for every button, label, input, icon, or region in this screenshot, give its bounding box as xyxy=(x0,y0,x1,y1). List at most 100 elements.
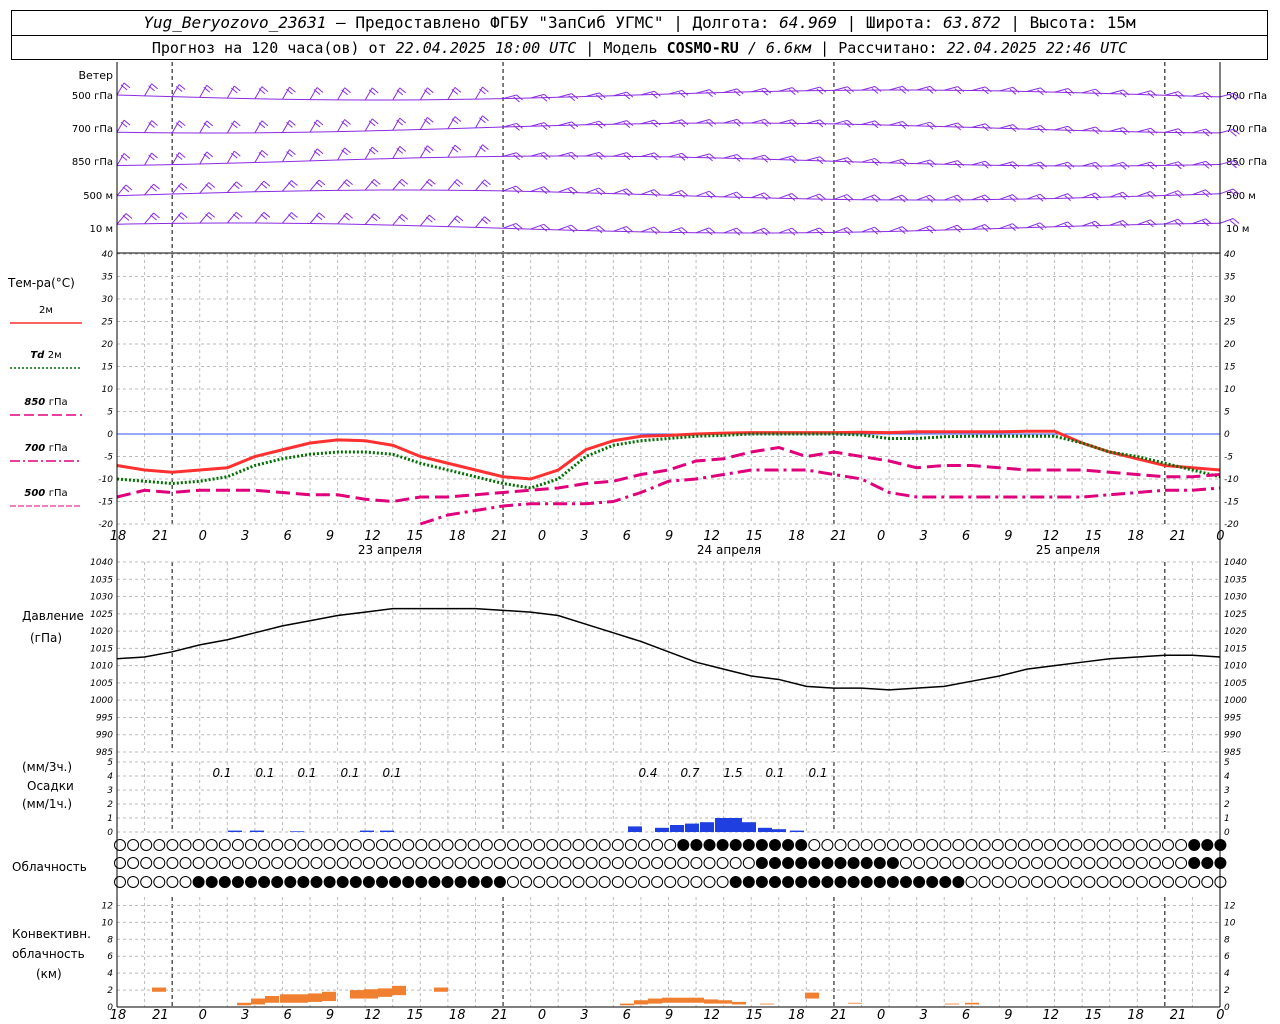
wind-barb-feather xyxy=(543,186,551,193)
wind-barb xyxy=(999,124,1014,129)
wind-barb xyxy=(751,192,765,199)
alt-label: Высота: xyxy=(1029,13,1098,32)
wind-barb xyxy=(419,117,428,130)
wind-barb xyxy=(695,119,710,124)
cloud-cover-symbol xyxy=(389,839,402,851)
cloud-cover-symbol xyxy=(441,857,454,869)
wind-barb xyxy=(1192,91,1207,97)
wind-barb-feather xyxy=(206,120,214,127)
wind-barb-feather xyxy=(424,119,431,125)
cloud-cover-symbol xyxy=(769,839,781,851)
cloud-cover-symbol xyxy=(624,857,637,869)
axes-and-labels: 1818212100336699121215151818212100336699… xyxy=(110,62,1225,1023)
cloud-cover-symbol xyxy=(480,876,493,888)
wind-barb-feather xyxy=(651,154,658,161)
wind-barb xyxy=(695,190,710,197)
cloud-cover-symbol xyxy=(978,839,991,851)
cloud-cover-symbol xyxy=(271,876,284,888)
precip-bar xyxy=(250,830,264,832)
pressure-panel: 1040 1040 1035 1035 1030 1030 1025 1025 1020 1020… xyxy=(22,558,1247,758)
wind-barb-feather xyxy=(733,120,741,127)
cloud-cover-symbol xyxy=(965,876,978,888)
cloud-cover-symbol xyxy=(258,857,271,869)
wind-barb-feather xyxy=(318,212,326,219)
wind-barb xyxy=(888,226,903,232)
conv-tick: 10 xyxy=(102,918,114,928)
wind-barb xyxy=(723,154,738,159)
legend-label-italic: 700 xyxy=(24,443,48,454)
wind-level-label: 500 м xyxy=(83,191,113,202)
wind-barb xyxy=(447,116,456,129)
wind-barb-feather xyxy=(178,84,186,90)
wind-barb-feather xyxy=(482,115,489,122)
cloud-cover-symbol xyxy=(834,857,847,869)
wind-barb xyxy=(1192,128,1207,134)
hour-tick-label: 18 xyxy=(449,529,466,544)
cloud-cover-symbol xyxy=(533,839,546,851)
wind-barb xyxy=(723,118,738,124)
wind-barb-feather xyxy=(426,216,433,223)
cloud-cover-symbol xyxy=(415,857,428,869)
cloud-cover-symbol xyxy=(533,876,546,888)
wind-barb xyxy=(364,146,373,160)
hour-tick-label: 0 xyxy=(1216,1008,1224,1023)
wind-barb-feather xyxy=(479,146,486,152)
wind-barb-feather xyxy=(288,214,295,220)
wind-barb-feather xyxy=(368,148,376,155)
wind-barb xyxy=(558,186,572,193)
wind-barb xyxy=(1109,161,1124,167)
pressure-tick: 1030 xyxy=(90,593,113,603)
legend-label: Td 2м xyxy=(30,350,61,361)
cloud-cover-symbol xyxy=(939,876,952,888)
cloud-cover-symbol xyxy=(192,857,205,869)
wind-barb-feather xyxy=(206,84,214,91)
cloud-cover-symbol xyxy=(205,839,218,851)
wind-barb-feather xyxy=(427,87,434,94)
conv-cloud-bar xyxy=(280,994,294,1003)
pressure-tick: 990 xyxy=(1224,731,1241,741)
hour-tick-label: 9 xyxy=(1004,529,1012,544)
pressure-tick: 1025 xyxy=(1224,610,1247,620)
cloud-cover-symbol xyxy=(755,857,768,869)
precip-tick: 5 xyxy=(1224,758,1230,768)
precip-unit-top: (мм/3ч.) xyxy=(22,760,72,774)
hour-tick-label: 0 xyxy=(1216,529,1224,544)
wind-barb-feather xyxy=(736,227,744,234)
pressure-tick: 985 xyxy=(1224,748,1241,758)
wind-barb xyxy=(668,152,683,158)
wind-barb-feather xyxy=(232,213,240,220)
conv-cloud-bar xyxy=(322,991,336,1002)
cloud-cover-symbol xyxy=(284,839,297,851)
wind-barb xyxy=(1164,128,1179,133)
cloud-cover-symbol xyxy=(939,857,952,869)
wind-barb xyxy=(1026,161,1041,167)
wind-barb-feather xyxy=(122,186,130,193)
wind-barb-feather xyxy=(289,149,296,155)
hour-tick-label: 18 xyxy=(788,529,805,544)
wind-barb xyxy=(1164,190,1179,196)
wind-barb-feather xyxy=(789,89,796,95)
cloud-cover-symbol xyxy=(507,876,519,888)
temp-tick: 10 xyxy=(102,385,114,395)
wind-barb-feather xyxy=(543,93,551,100)
conv-cloud-bar xyxy=(732,1001,746,1005)
cloud-cover-symbol xyxy=(284,857,297,869)
cloud-cover-symbol xyxy=(926,839,939,851)
cloud-cover-symbol xyxy=(978,876,991,888)
cloud-cover-symbol xyxy=(140,839,153,851)
cloud-cover-symbol xyxy=(1017,839,1030,851)
cloud-cover-symbol xyxy=(480,839,493,851)
wind-barb-feather xyxy=(258,152,266,158)
precip-tick: 4 xyxy=(107,772,113,782)
wind-barb xyxy=(558,224,572,231)
wind-barb xyxy=(309,148,318,162)
cloud-cover-symbol xyxy=(166,876,179,888)
wind-barb xyxy=(806,119,821,124)
wind-barb xyxy=(1137,219,1151,226)
pressure-tick: 1010 xyxy=(1224,662,1247,672)
wind-barb xyxy=(199,120,208,134)
cloud-cover-symbol xyxy=(389,876,402,888)
wind-barb xyxy=(888,121,903,126)
wind-barb-feather xyxy=(286,122,293,128)
